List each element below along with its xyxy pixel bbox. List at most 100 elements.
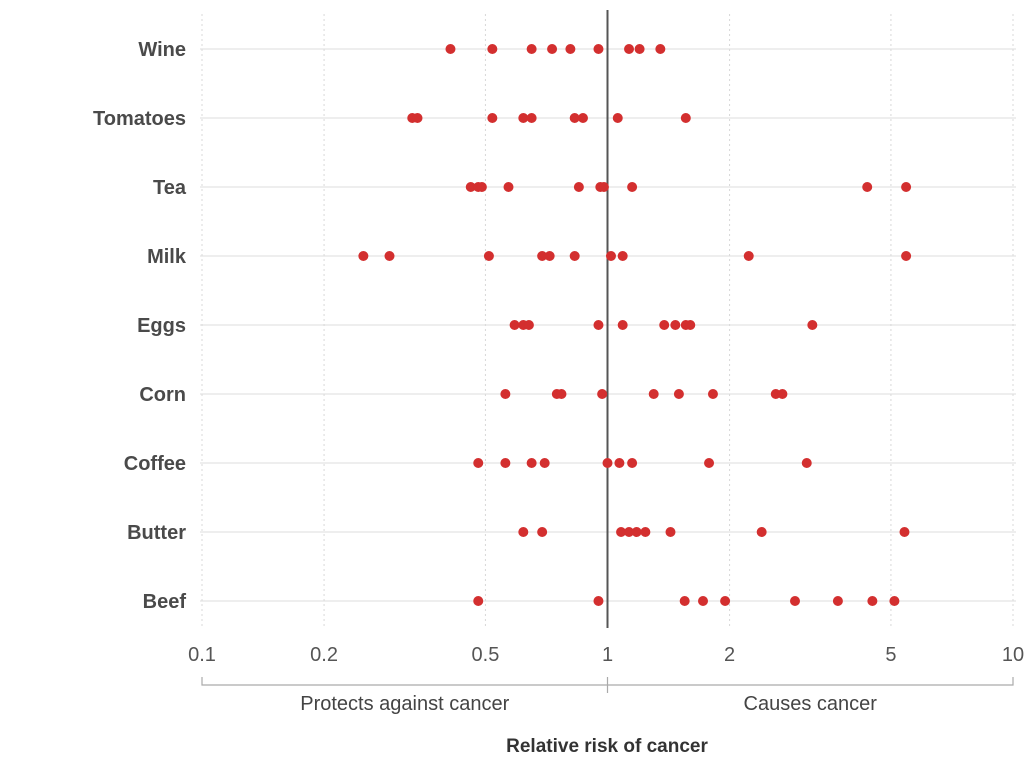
data-point [640, 527, 651, 537]
data-point [901, 182, 912, 192]
data-point [573, 182, 584, 192]
data-point [483, 251, 494, 261]
tick-label: 0.1 [188, 644, 216, 666]
data-point [889, 596, 900, 606]
data-point [777, 389, 788, 399]
tick-label: 10 [1002, 644, 1024, 666]
data-point [790, 596, 801, 606]
data-point [624, 527, 635, 537]
data-point [624, 44, 635, 54]
data-point [518, 113, 529, 123]
data-point [627, 458, 638, 468]
data-point [569, 251, 580, 261]
data-point [547, 44, 558, 54]
data-point [862, 182, 873, 192]
category-label: Corn [139, 384, 186, 406]
data-point [659, 320, 670, 330]
data-point [605, 251, 616, 261]
data-point [384, 251, 395, 261]
data-point [901, 251, 912, 261]
data-point [503, 182, 514, 192]
data-point [518, 527, 529, 537]
data-point [526, 44, 537, 54]
data-point [593, 596, 604, 606]
data-point [569, 113, 580, 123]
data-point [614, 458, 625, 468]
tick-label: 1 [602, 644, 613, 666]
data-point [597, 389, 608, 399]
category-labels: Wine Tomatoes Tea Milk Eggs Corn Coffee Butter B… [93, 39, 187, 613]
category-label: Beef [143, 591, 187, 613]
data-point [801, 458, 812, 468]
data-point [593, 44, 604, 54]
category-label: Tomatoes [93, 108, 186, 130]
data-point [565, 44, 576, 54]
category-label: Wine [138, 39, 186, 61]
data-point [679, 596, 690, 606]
data-point [665, 527, 676, 537]
data-point [756, 527, 767, 537]
data-point [500, 389, 511, 399]
data-point [680, 113, 691, 123]
protects-label: Protects against cancer [300, 693, 509, 715]
data-point [476, 182, 487, 192]
category-label: Tea [153, 177, 187, 199]
data-point [537, 251, 548, 261]
data-point [473, 596, 484, 606]
data-point [598, 182, 609, 192]
category-label: Coffee [124, 453, 186, 475]
data-point [412, 113, 423, 123]
x-axis-title: Relative risk of cancer [506, 736, 708, 757]
bracket-line [201, 677, 1014, 693]
data-point [617, 251, 628, 261]
data-point [556, 389, 567, 399]
data-point [634, 44, 645, 54]
data-point [445, 44, 456, 54]
data-point [526, 458, 537, 468]
data-point [648, 389, 659, 399]
tick-label: 2 [724, 644, 735, 666]
tick-label: 0.5 [472, 644, 500, 666]
data-point [465, 182, 476, 192]
vertical-gridlines [201, 14, 1014, 628]
data-point [487, 44, 498, 54]
data-point [577, 113, 588, 123]
data-point [500, 458, 511, 468]
data-point [537, 527, 548, 537]
data-point [807, 320, 818, 330]
causes-label: Causes cancer [744, 693, 878, 715]
data-point [358, 251, 369, 261]
data-point [617, 320, 628, 330]
data-point [473, 458, 484, 468]
data-point [616, 527, 627, 537]
data-points [358, 44, 912, 606]
data-point [832, 596, 843, 606]
data-point [743, 251, 754, 261]
category-label: Eggs [137, 315, 186, 337]
data-point [673, 389, 684, 399]
data-point [539, 458, 550, 468]
data-point [526, 113, 537, 123]
data-point [867, 596, 878, 606]
tick-label: 5 [885, 644, 896, 666]
x-tick-labels: 0.1 0.2 0.5 1 2 5 10 [188, 644, 1024, 666]
tick-label: 0.2 [310, 644, 338, 666]
category-label: Butter [127, 522, 186, 544]
data-point [544, 251, 555, 261]
data-point [627, 182, 638, 192]
data-point [655, 44, 666, 54]
category-label: Milk [147, 246, 187, 268]
data-point [631, 527, 642, 537]
data-point [698, 596, 709, 606]
data-point [670, 320, 681, 330]
data-point [707, 389, 718, 399]
data-point [509, 320, 520, 330]
data-point [899, 527, 910, 537]
data-point [523, 320, 534, 330]
data-point [487, 113, 498, 123]
data-point [602, 458, 613, 468]
data-point [704, 458, 715, 468]
data-point [593, 320, 604, 330]
side-brackets [201, 677, 1014, 693]
